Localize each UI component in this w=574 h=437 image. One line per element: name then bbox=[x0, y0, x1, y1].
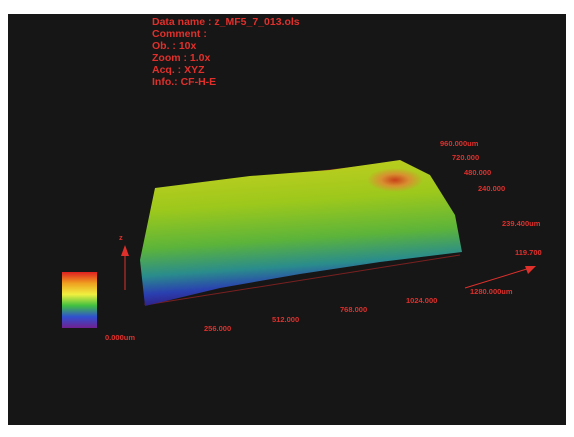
z-label: z bbox=[119, 233, 123, 242]
info-line: Zoom : 1.0x bbox=[152, 52, 211, 64]
x-axis-label: 1280.000um bbox=[470, 287, 513, 296]
color-scale bbox=[62, 272, 97, 328]
x-axis-label: 512.000 bbox=[272, 315, 299, 324]
y-axis-label: 240.000 bbox=[478, 184, 505, 193]
x-axis-label: 1024.000 bbox=[406, 296, 437, 305]
x-arrow bbox=[525, 266, 536, 274]
x-axis-label: 768.000 bbox=[340, 305, 367, 314]
info-line: Ob. : 10x bbox=[152, 40, 197, 52]
info-line: Data name : z_MF5_7_013.ols bbox=[152, 16, 300, 28]
info-line: Comment : bbox=[152, 28, 207, 40]
x-axis bbox=[464, 267, 531, 289]
info-line: Acq. : XYZ bbox=[152, 64, 205, 76]
y-axis-label: 960.000um bbox=[440, 139, 479, 148]
scale-label: 0.000um bbox=[105, 333, 135, 342]
info-line: Info.: CF-H-E bbox=[152, 76, 216, 88]
surface-peak bbox=[367, 168, 423, 192]
y-axis-label: 720.000 bbox=[452, 153, 479, 162]
surface bbox=[140, 160, 462, 306]
x-axis-label: 256.000 bbox=[204, 324, 231, 333]
z-axis-label: 239.400um bbox=[502, 219, 541, 228]
z-arrow bbox=[121, 245, 129, 256]
y-axis-label: 480.000 bbox=[464, 168, 491, 177]
z-axis-label: 119.700 bbox=[515, 248, 542, 257]
